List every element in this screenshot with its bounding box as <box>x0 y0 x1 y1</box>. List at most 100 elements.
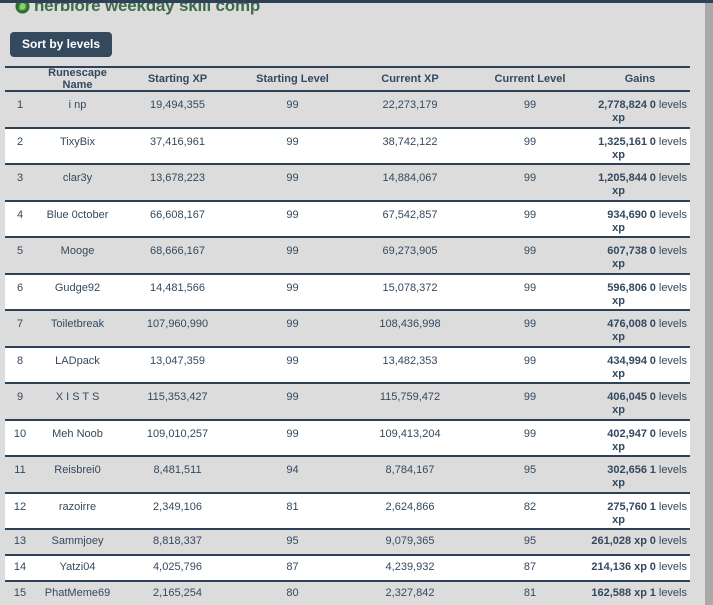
gains-levels-value: 0 <box>649 281 656 294</box>
starting-level-cell: 99 <box>286 135 299 148</box>
table-row: 3 clar3y 13,678,223 99 14,884,067 99 1,2… <box>5 165 690 202</box>
gains-cell: 607,738 xp 0 levels <box>590 238 690 271</box>
sort-by-levels-button[interactable]: Sort by levels <box>10 32 113 57</box>
player-name-cell: X I S T S <box>55 391 100 403</box>
starting-xp-cell: 2,165,254 <box>153 587 202 599</box>
rank-cell: 13 <box>13 535 27 547</box>
starting-xp-cell: 68,666,167 <box>149 245 206 257</box>
current-xp-cell: 67,542,857 <box>382 208 438 221</box>
gains-xp: 1,205,844 xp <box>590 172 647 198</box>
starting-level-cell: 95 <box>286 535 299 547</box>
gains-levels-unit: levels <box>658 587 687 599</box>
starting-level-cell: 99 <box>286 99 299 111</box>
current-xp-cell: 108,436,998 <box>379 318 441 330</box>
starting-xp-cell: 19,494,355 <box>149 99 206 111</box>
player-name-cell: clar3y <box>62 172 93 184</box>
starting-xp-cell: 37,416,961 <box>149 135 206 148</box>
player-name-cell: Blue 0ctober <box>46 208 109 221</box>
gains-levels-unit: levels <box>658 561 687 573</box>
rank-cell: 10 <box>13 427 27 440</box>
rank-cell: 6 <box>16 281 24 294</box>
starting-level-cell: 94 <box>286 464 299 476</box>
gains-xp-unit: xp <box>612 440 625 453</box>
header-current-level: Current Level <box>494 73 566 85</box>
gains-levels: 0 levels <box>647 282 690 308</box>
gains-xp: 934,690 xp <box>590 209 647 235</box>
table-row: 6 Gudge92 14,481,566 99 15,078,372 99 59… <box>5 274 690 311</box>
starting-level-cell: 87 <box>286 561 299 573</box>
player-name-cell: Meh Noob <box>52 427 103 440</box>
header-runescape-name: Runescape Name <box>48 67 107 91</box>
current-level-cell: 99 <box>523 354 537 367</box>
rank-cell: 7 <box>16 318 24 330</box>
gains-levels: 0 levels <box>647 245 690 271</box>
gains-levels-value: 0 <box>649 427 656 440</box>
starting-level-cell: 99 <box>286 281 299 294</box>
starting-xp-cell: 109,010,257 <box>146 427 209 440</box>
current-level-cell: 99 <box>523 135 537 148</box>
gains-xp: 402,947 xp <box>590 428 647 454</box>
page-title-text: herblore weekday skill comp <box>34 0 261 15</box>
starting-level-cell: 99 <box>286 208 299 221</box>
current-level-cell: 81 <box>523 587 537 599</box>
gains-levels-value: 0 <box>649 391 656 403</box>
table-header-row: Runescape Name Starting XP Starting Leve… <box>5 67 690 92</box>
gains-xp: 302,656 xp <box>590 464 647 490</box>
page-title: herblore weekday skill comp <box>15 0 713 16</box>
gains-xp-unit: xp <box>612 513 625 526</box>
gains-cell: 434,994 xp 0 levels <box>590 348 690 381</box>
gains-xp-value: 434,994 <box>607 354 647 367</box>
gains-cell: 275,760 xp 1 levels <box>590 494 690 527</box>
gains-xp: 476,008 xp <box>590 318 647 344</box>
rank-cell: 12 <box>13 500 27 513</box>
header-current-xp: Current XP <box>381 73 439 85</box>
header-gains: Gains <box>624 73 656 85</box>
gains-cell: 402,947 xp 0 levels <box>590 421 690 454</box>
starting-xp-cell: 2,349,106 <box>153 500 202 513</box>
gains-levels-unit: levels <box>658 354 687 367</box>
gains-xp: 596,806 xp <box>590 282 647 308</box>
starting-xp-cell: 13,047,359 <box>149 354 206 367</box>
table-row: 2 TixyBix 37,416,961 99 38,742,122 99 1,… <box>5 128 690 165</box>
table-row: 10 Meh Noob 109,010,257 99 109,413,204 9… <box>5 420 690 457</box>
rank-cell: 11 <box>14 464 26 476</box>
gains-cell: 406,045 xp 0 levels <box>590 384 690 417</box>
gains-xp-value: 402,947 <box>607 427 647 440</box>
current-level-cell: 95 <box>523 535 537 547</box>
gains-xp-value: 302,656 <box>607 464 647 476</box>
gains-xp: 1,325,161 xp <box>590 136 647 162</box>
gains-xp: 275,760 xp <box>590 501 647 527</box>
gains-xp-value: 1,205,844 <box>598 172 647 184</box>
gains-levels: 0 levels <box>647 391 690 417</box>
table-row: 12 razoirre 2,349,106 81 2,624,866 82 27… <box>5 493 690 530</box>
player-name-cell: i np <box>68 99 87 111</box>
current-xp-cell: 22,273,179 <box>382 99 438 111</box>
rank-cell: 15 <box>13 587 27 599</box>
gains-xp-value: 214,136 <box>591 561 632 573</box>
gains-levels-value: 0 <box>649 99 656 111</box>
starting-level-cell: 81 <box>286 500 299 513</box>
gains-cell: 596,806 xp 0 levels <box>590 275 690 308</box>
current-xp-cell: 115,759,472 <box>379 391 441 403</box>
current-xp-cell: 69,273,905 <box>382 245 438 257</box>
player-name-cell: Toiletbreak <box>50 318 105 330</box>
starting-level-cell: 99 <box>286 318 299 330</box>
current-level-cell: 99 <box>523 281 537 294</box>
gains-levels-unit: levels <box>658 245 687 257</box>
rank-cell: 3 <box>16 172 24 184</box>
gains-xp-value: 162,588 <box>591 587 632 599</box>
gains-levels: 1 levels <box>647 464 690 490</box>
table-row: 11 Reisbrei0 8,481,511 94 8,784,167 95 3… <box>5 457 690 494</box>
table-row: 15 PhatMeme69 2,165,254 80 2,327,842 81 … <box>5 582 690 605</box>
gains-levels-value: 1 <box>649 500 656 513</box>
gains-xp-value: 406,045 <box>607 391 647 403</box>
gains-xp-value: 1,325,161 <box>598 135 647 148</box>
current-level-cell: 99 <box>523 172 537 184</box>
current-level-cell: 99 <box>523 427 537 440</box>
table-body: 1 i np 19,494,355 99 22,273,179 99 2,778… <box>5 92 690 605</box>
gains-xp: 214,136 xp <box>590 561 647 574</box>
rank-cell: 8 <box>16 354 24 367</box>
gains-cell: 1,205,844 xp 0 levels <box>590 165 690 198</box>
current-xp-cell: 2,624,866 <box>385 500 435 513</box>
